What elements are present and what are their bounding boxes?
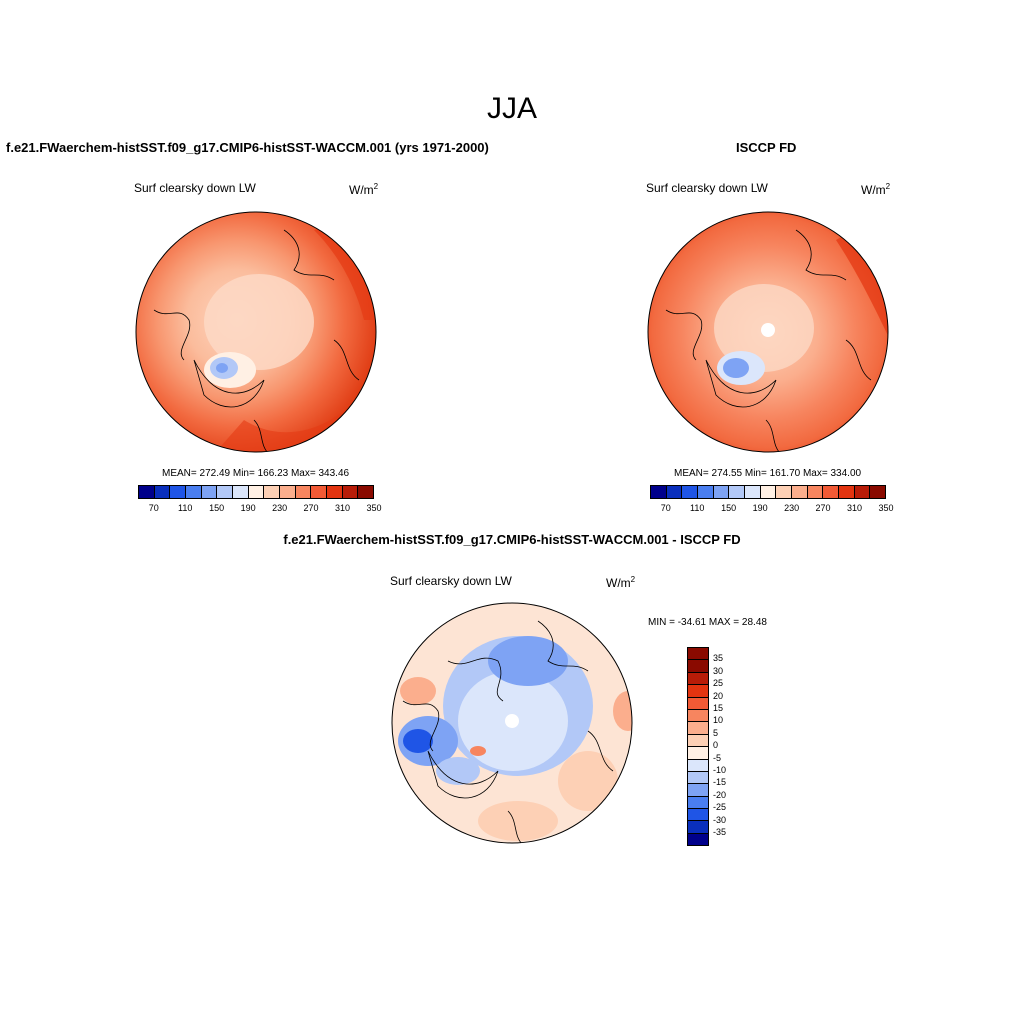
- colorbar-swatch: [688, 833, 708, 846]
- colorbar-tick-label: -30: [713, 814, 727, 825]
- colorbar-tick-label: 310: [335, 503, 351, 513]
- colorbar-swatch: [688, 734, 708, 748]
- colorbar-swatch: [688, 747, 708, 760]
- colorbar-tick-label: -35: [713, 827, 727, 837]
- colorbar-swatch: [186, 486, 202, 498]
- model-unit-label: W/m2: [349, 182, 379, 197]
- colorbar-swatch: [280, 486, 296, 498]
- colorbar-tick-label: 110: [690, 503, 705, 513]
- diff-polar-map: [391, 602, 633, 844]
- colorbar-tick-label: 310: [847, 503, 863, 513]
- colorbar-swatch: [139, 486, 155, 498]
- colorbar-swatch: [327, 486, 343, 498]
- model-colorbar: [138, 485, 374, 499]
- colorbar-tick-label: 110: [178, 503, 193, 513]
- colorbar-swatch: [745, 486, 761, 498]
- colorbar-swatch: [688, 809, 708, 822]
- colorbar-swatch: [201, 486, 218, 498]
- colorbar-swatch: [170, 486, 187, 498]
- diff-variable-label: Surf clearsky down LW: [390, 574, 512, 588]
- colorbar-swatch: [358, 486, 374, 498]
- colorbar-tick-label: 270: [815, 503, 831, 513]
- colorbar-swatch: [311, 486, 328, 498]
- model-panel-title: f.e21.FWaerchem-histSST.f09_g17.CMIP6-hi…: [6, 140, 489, 155]
- colorbar-tick-label: 190: [240, 503, 256, 513]
- season-title: JJA: [486, 92, 537, 125]
- colorbar-tick-label: 70: [660, 503, 671, 513]
- colorbar-tick-label: -5: [713, 752, 722, 763]
- colorbar-swatch: [688, 660, 708, 673]
- colorbar-tick-label: 150: [209, 503, 225, 513]
- colorbar-tick-label: 150: [721, 503, 737, 513]
- colorbar-swatch: [760, 486, 777, 498]
- colorbar-swatch: [839, 486, 855, 498]
- colorbar-tick-label: -10: [713, 765, 727, 775]
- colorbar-swatch: [776, 486, 793, 498]
- obs-panel-title: ISCCP FD: [736, 140, 797, 155]
- colorbar-tick-label: 190: [752, 503, 768, 513]
- colorbar-swatch: [682, 486, 699, 498]
- colorbar-tick-label: -15: [713, 777, 727, 788]
- colorbar-swatch: [688, 685, 708, 698]
- colorbar-swatch: [823, 486, 840, 498]
- colorbar-swatch: [295, 486, 312, 498]
- model-stats: MEAN= 272.49 Min= 166.23 Max= 343.46: [162, 468, 350, 479]
- colorbar-tick-label: 350: [366, 503, 382, 513]
- colorbar-swatch: [651, 486, 667, 498]
- colorbar-swatch: [154, 486, 171, 498]
- model-variable-label: Surf clearsky down LW: [134, 181, 256, 195]
- colorbar-swatch: [688, 821, 708, 834]
- colorbar-tick-label: 30: [713, 665, 724, 676]
- colorbar-tick-label: 5: [713, 727, 719, 738]
- colorbar-swatch: [729, 486, 746, 498]
- colorbar-swatch: [688, 784, 708, 797]
- obs-colorbar: [650, 485, 886, 499]
- colorbar-tick-label: -20: [713, 789, 727, 800]
- model-colorbar-ticks: 70 110 150 190 230 270 310 350: [138, 503, 382, 515]
- obs-colorbar-ticks: 70 110 150 190 230 270 310 350: [650, 503, 894, 515]
- colorbar-swatch: [264, 486, 281, 498]
- colorbar-swatch: [713, 486, 730, 498]
- colorbar-tick-label: 230: [784, 503, 800, 513]
- colorbar-swatch: [792, 486, 808, 498]
- obs-unit-label: W/m2: [861, 182, 891, 197]
- colorbar-swatch: [688, 796, 708, 810]
- model-polar-map: [135, 211, 377, 453]
- colorbar-tick-label: 20: [713, 690, 724, 701]
- colorbar-tick-label: 0: [713, 740, 719, 751]
- colorbar-swatch: [666, 486, 683, 498]
- obs-variable-label: Surf clearsky down LW: [646, 181, 768, 195]
- colorbar-swatch: [854, 486, 871, 498]
- colorbar-swatch: [870, 486, 886, 498]
- colorbar-tick-label: 350: [878, 503, 894, 513]
- colorbar-tick-label: 230: [272, 503, 288, 513]
- colorbar-swatch: [688, 648, 708, 661]
- diff-colorbar-ticks: 35 30 25 20 15 10 5 0 -5 -10 -15 -20 -25 -30 -35: [713, 647, 753, 847]
- colorbar-swatch: [688, 697, 708, 710]
- colorbar-swatch: [688, 759, 708, 772]
- colorbar-swatch: [233, 486, 249, 498]
- colorbar-tick-label: 70: [148, 503, 159, 513]
- obs-stats: MEAN= 274.55 Min= 161.70 Max= 334.00: [674, 468, 862, 479]
- colorbar-tick-label: -25: [713, 802, 727, 813]
- colorbar-swatch: [688, 771, 708, 785]
- colorbar-swatch: [688, 672, 708, 686]
- diff-colorbar: [687, 647, 709, 847]
- colorbar-tick-label: 15: [713, 703, 724, 713]
- diff-unit-label: W/m2: [606, 575, 636, 590]
- colorbar-swatch: [688, 709, 708, 723]
- diff-stats: MIN = -34.61 MAX = 28.48: [648, 617, 767, 628]
- colorbar-swatch: [698, 486, 714, 498]
- colorbar-tick-label: 25: [713, 678, 724, 689]
- colorbar-swatch: [807, 486, 824, 498]
- colorbar-swatch: [342, 486, 359, 498]
- colorbar-swatch: [217, 486, 234, 498]
- obs-polar-map: [647, 211, 889, 453]
- colorbar-tick-label: 270: [303, 503, 319, 513]
- colorbar-swatch: [248, 486, 265, 498]
- diff-panel-title: f.e21.FWaerchem-histSST.f09_g17.CMIP6-hi…: [283, 532, 741, 547]
- colorbar-tick-label: 10: [713, 715, 724, 726]
- colorbar-swatch: [688, 722, 708, 735]
- colorbar-tick-label: 35: [713, 653, 724, 664]
